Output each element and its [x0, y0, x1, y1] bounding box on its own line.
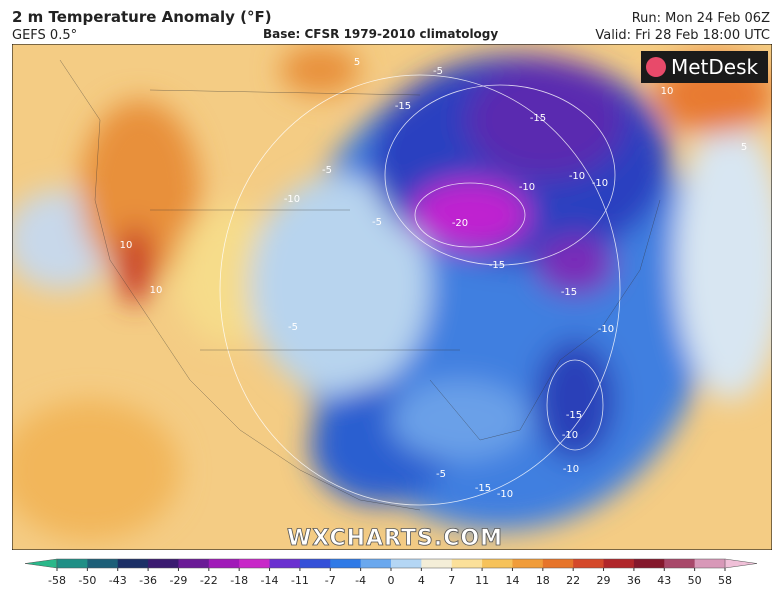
logo-icon [646, 57, 666, 77]
contour-label: -10 [497, 489, 513, 500]
colorbar-tick-label: 4 [418, 574, 425, 587]
contour-label: -10 [569, 171, 585, 182]
contour-label: -15 [395, 101, 411, 112]
contour-label: -10 [562, 430, 578, 441]
run-time: Run: Mon 24 Feb 06Z [632, 11, 770, 26]
colorbar-segment [573, 559, 605, 568]
contour-label: 10 [661, 86, 674, 97]
contour-label: -10 [519, 182, 535, 193]
contour-label: -5 [436, 469, 446, 480]
base: Base: CFSR 1979-2010 climatology [263, 27, 498, 41]
colorbar-tick-label: 14 [505, 574, 519, 587]
logo: MetDesk [671, 55, 759, 79]
colorbar-tick-label: 11 [475, 574, 489, 587]
colorbar: -58 -50 -43 -36 -29 -22 -18 -14 -11 -7 -4 0 4 7 11 14 18… [24, 558, 758, 587]
colorbar-tick-label: 43 [657, 574, 671, 587]
contour-label: -5 [372, 217, 382, 228]
colorbar-tick-label: -4 [355, 574, 366, 587]
contour-label: 10 [120, 240, 133, 251]
contour-label: -5 [288, 322, 298, 333]
colorbar-segment [421, 559, 453, 568]
colorbar-tick-label: -18 [230, 574, 248, 587]
colorbar-segment [664, 559, 696, 568]
colorbar-tick-label: -22 [200, 574, 218, 587]
colorbar-tick-label: -14 [261, 574, 279, 587]
colorbar-segment [178, 559, 210, 568]
colorbar-segment [330, 559, 362, 568]
colorbar-tick-label: 58 [718, 574, 732, 587]
contour-labels: 5 -5 -15 -15 -10 -10 -10 -10 -5 -20 -15 -15 -10 10 10 -… [120, 57, 748, 500]
contour-label: -20 [452, 218, 468, 229]
contour-label: -15 [489, 260, 505, 271]
colorbar-segment [117, 559, 149, 568]
map [12, 44, 772, 550]
colorbar-tick-label: -29 [169, 574, 187, 587]
colorbar-high-end [724, 558, 758, 569]
contour-label: 5 [741, 142, 747, 153]
contour-label: -15 [475, 483, 491, 494]
colorbar-segment [299, 559, 331, 568]
colorbar-segment [633, 559, 665, 568]
contour-label: 5 [354, 57, 360, 68]
colorbar-segment [360, 559, 392, 568]
contour-label: -15 [530, 113, 546, 124]
colorbar-tick-label: -36 [139, 574, 157, 587]
contour-label: 10 [150, 285, 163, 296]
colorbar-tick-label: -58 [48, 574, 66, 587]
model: GEFS 0.5° [12, 28, 77, 43]
colorbar-tick-label: 50 [688, 574, 702, 587]
colorbar-segment [512, 559, 544, 568]
colorbar-tick-label: -43 [109, 574, 127, 587]
colorbar-low-end [24, 558, 58, 569]
colorbar-segment [482, 559, 513, 568]
colorbar-segment [148, 559, 179, 568]
colorbar-tick-label: 36 [627, 574, 641, 587]
colorbar-tick-label: 22 [566, 574, 580, 587]
contour-label: -15 [566, 410, 582, 421]
contour-label: -5 [433, 66, 443, 77]
colorbar-segment [208, 559, 240, 568]
colorbar-segment [694, 559, 726, 568]
colorbar-tick-label: -11 [291, 574, 309, 587]
colorbar-segment [239, 559, 271, 568]
valid-time: Valid: Fri 28 Feb 18:00 UTC [595, 28, 770, 43]
colorbar-tick-label: 18 [536, 574, 550, 587]
colorbar-segment [87, 559, 119, 568]
contour-label: -10 [598, 324, 614, 335]
colorbar-segment [391, 559, 422, 568]
contour-label: -5 [322, 165, 332, 176]
watermark: WXCHARTS.COM [287, 526, 503, 551]
colorbar-segment [57, 559, 88, 568]
contour-label: -10 [592, 178, 608, 189]
colorbar-tick-label: -50 [78, 574, 96, 587]
colorbar-tick-label: 7 [448, 574, 455, 587]
colorbar-segment [542, 559, 574, 568]
contour-label: -10 [284, 194, 300, 205]
colorbar-tick-label: 29 [597, 574, 611, 587]
title: 2 m Temperature Anomaly (°F) [12, 8, 272, 26]
contour-label: -10 [563, 464, 579, 475]
colorbar-tick-label: 0 [388, 574, 395, 587]
colorbar-tick-label: -7 [325, 574, 336, 587]
contour-label: -15 [561, 287, 577, 298]
colorbar-segment [603, 559, 635, 568]
colorbar-segment [269, 559, 301, 568]
colorbar-segment [451, 559, 483, 568]
